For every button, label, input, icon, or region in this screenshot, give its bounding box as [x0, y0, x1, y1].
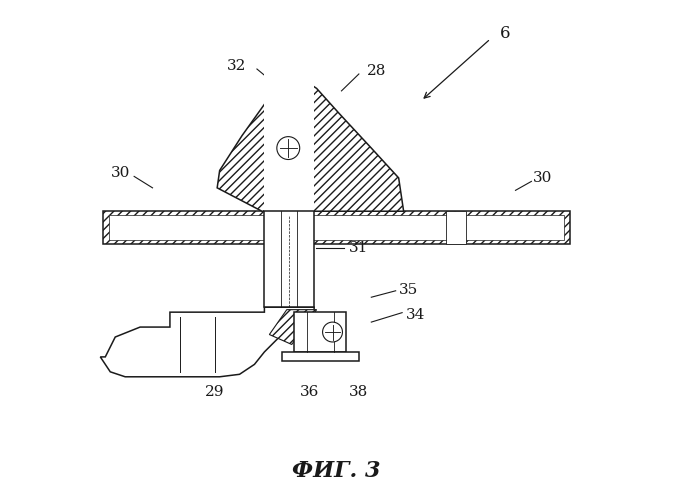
Text: 6: 6 — [500, 25, 511, 42]
Polygon shape — [103, 211, 570, 244]
Polygon shape — [269, 310, 316, 344]
Text: 38: 38 — [349, 384, 369, 398]
FancyBboxPatch shape — [264, 72, 314, 211]
FancyBboxPatch shape — [282, 352, 359, 361]
Text: 34: 34 — [406, 308, 426, 322]
FancyBboxPatch shape — [264, 211, 314, 307]
Text: 29: 29 — [205, 384, 224, 398]
Text: 30: 30 — [533, 171, 553, 185]
Polygon shape — [217, 74, 404, 211]
FancyBboxPatch shape — [446, 211, 466, 244]
Polygon shape — [109, 215, 564, 240]
Text: 36: 36 — [299, 384, 319, 398]
Circle shape — [277, 136, 299, 160]
Text: 31: 31 — [349, 240, 369, 254]
Polygon shape — [100, 307, 314, 377]
FancyBboxPatch shape — [294, 312, 347, 352]
Circle shape — [322, 322, 343, 342]
Text: ФИГ. 3: ФИГ. 3 — [292, 460, 381, 482]
Text: 30: 30 — [110, 166, 130, 180]
Text: 28: 28 — [367, 64, 386, 78]
Text: 35: 35 — [399, 283, 418, 297]
Text: 32: 32 — [227, 59, 247, 73]
